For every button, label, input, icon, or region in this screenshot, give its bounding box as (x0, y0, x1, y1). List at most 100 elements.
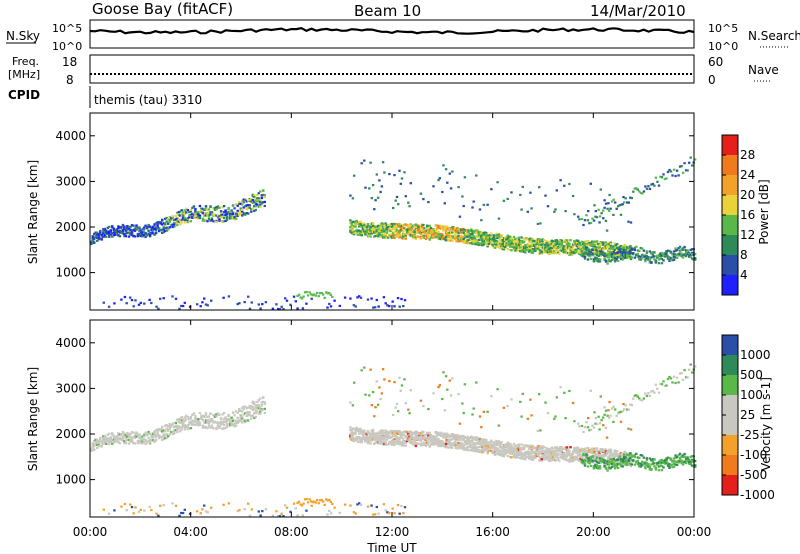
power-cell (617, 247, 620, 250)
power-cell (609, 246, 613, 249)
power-cell (168, 220, 171, 223)
power-cell (457, 186, 460, 189)
power-cell (488, 237, 492, 240)
power-cell (441, 190, 444, 194)
power-cell (617, 205, 620, 208)
power-cell (397, 203, 400, 206)
velocity-cell (422, 430, 425, 434)
power-cell (221, 220, 224, 223)
power-cell (374, 225, 377, 228)
power-cell (470, 241, 473, 245)
velocity-cell (380, 392, 384, 395)
power-cell (612, 255, 615, 258)
velocity-cell (543, 450, 546, 453)
velocity-cell (481, 443, 484, 447)
power-cell (597, 208, 600, 211)
power-cell (328, 291, 331, 295)
velocity-cell (358, 428, 361, 431)
power-cell (651, 251, 655, 254)
velocity-cell (384, 436, 387, 439)
velocity-cell (540, 450, 543, 453)
power-cell (254, 199, 257, 202)
power-cell (231, 212, 235, 215)
velocity-cell (526, 451, 529, 454)
velocity-cell (452, 437, 455, 440)
velocity-cell (383, 437, 386, 440)
power-cell (408, 230, 411, 233)
power-y-label: Slant Range [km] (26, 160, 40, 264)
power-cell (612, 213, 615, 216)
power-cell (123, 235, 126, 238)
power-cell (600, 250, 603, 253)
power-cell (235, 212, 238, 215)
velocity-cell (539, 456, 542, 459)
power-cell (209, 213, 212, 216)
power-cell (206, 220, 209, 223)
velocity-cell (454, 439, 458, 442)
velocity-cell (569, 459, 572, 462)
power-cell (554, 252, 557, 255)
velocity-cell (247, 406, 250, 409)
power-cell (681, 248, 685, 251)
velocity-cell (204, 419, 208, 422)
velocity-cell (476, 437, 479, 440)
power-cell (482, 233, 485, 237)
velocity-cell (204, 413, 208, 416)
power-cell (480, 219, 483, 222)
velocity-cell (437, 386, 440, 389)
power-cell (443, 202, 446, 205)
velocity-cell (417, 436, 420, 439)
power-cell (674, 174, 677, 178)
power-cell (213, 213, 217, 216)
power-cell (254, 205, 257, 208)
velocity-cell (485, 448, 488, 451)
power-cell (624, 244, 628, 248)
velocity-cell (127, 438, 131, 442)
velocity-cell (564, 446, 567, 449)
power-cell (457, 240, 460, 243)
power-cell (458, 215, 462, 218)
power-cell (449, 238, 453, 241)
power-cell (607, 256, 611, 259)
velocity-cell (452, 442, 455, 445)
power-cell (462, 238, 465, 241)
velocity-cell (515, 447, 518, 450)
power-cell (565, 248, 569, 251)
power-cell (93, 241, 96, 244)
velocity-cell (602, 450, 605, 453)
power-cell (540, 243, 543, 246)
power-cell (543, 243, 546, 246)
velocity-cell (569, 446, 572, 449)
power-cell (500, 234, 503, 237)
power-cell (254, 197, 257, 200)
power-cell (198, 204, 202, 208)
velocity-cell (482, 450, 485, 453)
power-cell (641, 247, 644, 250)
power-cell (641, 253, 644, 256)
power-cell (512, 241, 516, 244)
power-cell (189, 208, 193, 212)
velocity-cell (405, 437, 409, 440)
velocity-cell (219, 421, 223, 424)
velocity-cell (578, 449, 581, 452)
velocity-cell (118, 437, 122, 440)
velocity-cell (147, 432, 150, 435)
velocity-cell (228, 420, 232, 423)
power-cell (385, 236, 389, 239)
power-cell (412, 229, 415, 232)
power-cell (259, 200, 262, 203)
power-cell (515, 240, 518, 243)
power-cell (118, 226, 122, 229)
power-cell (403, 233, 406, 236)
velocity-cell (475, 381, 478, 384)
power-cell (626, 246, 629, 249)
velocity-cell (590, 447, 594, 450)
velocity-cell (197, 421, 200, 424)
power-cell (198, 216, 202, 219)
velocity-cell (566, 448, 570, 451)
power-cell (595, 216, 599, 219)
velocity-cell (539, 450, 542, 453)
power-cell (97, 234, 100, 237)
velocity-cell (241, 417, 244, 420)
velocity-cell (467, 440, 470, 443)
